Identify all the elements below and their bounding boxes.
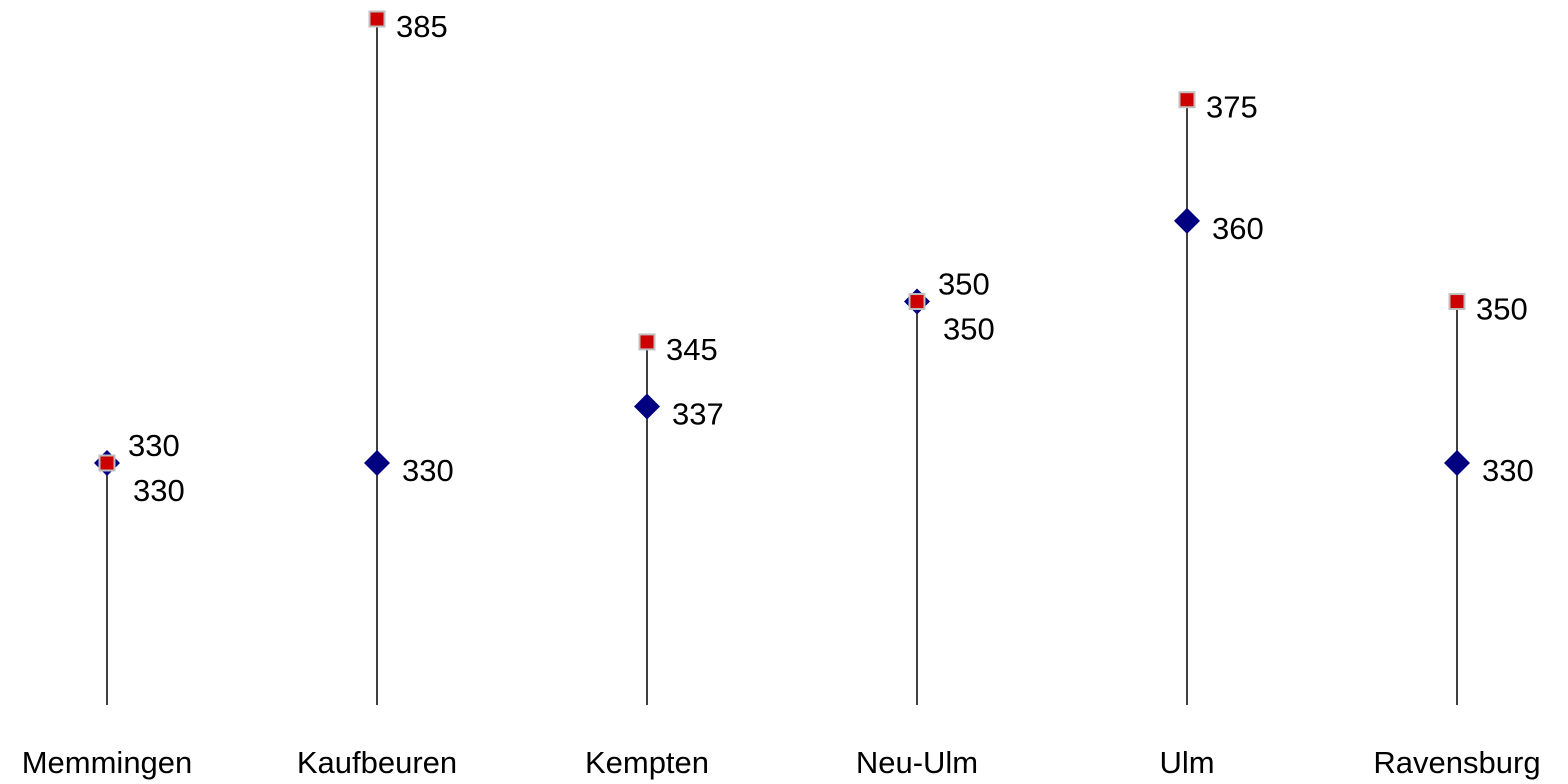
category-label-memmingen: Memmingen bbox=[22, 745, 193, 780]
category-label-neu-ulm: Neu-Ulm bbox=[856, 745, 978, 780]
diamond-marker-ulm bbox=[1174, 207, 1200, 234]
square-marker-kaufbeuren bbox=[368, 10, 386, 28]
value-label-square-memmingen: 330 bbox=[128, 428, 180, 463]
square-marker-memmingen bbox=[98, 454, 116, 472]
value-label-square-kaufbeuren: 385 bbox=[396, 9, 448, 44]
category-label-kempten: Kempten bbox=[585, 745, 709, 780]
value-labels-group: 330 330 385 330 345 337 350 350 375 360 350 330 bbox=[128, 9, 1534, 508]
value-label-diamond-neu-ulm: 350 bbox=[943, 312, 995, 347]
square-marker-kempten bbox=[638, 333, 656, 351]
value-label-diamond-kempten: 337 bbox=[672, 396, 724, 431]
value-label-diamond-ulm: 360 bbox=[1212, 211, 1264, 246]
value-label-square-ravensburg: 350 bbox=[1476, 292, 1528, 327]
markers-group bbox=[94, 10, 1470, 476]
value-label-diamond-memmingen: 330 bbox=[133, 473, 185, 508]
diamond-marker-kaufbeuren bbox=[364, 450, 390, 476]
diamond-marker-ravensburg bbox=[1444, 450, 1470, 476]
square-marker-ulm bbox=[1178, 91, 1196, 109]
category-label-kaufbeuren: Kaufbeuren bbox=[297, 745, 457, 780]
category-label-ravensburg: Ravensburg bbox=[1373, 745, 1540, 780]
value-label-diamond-kaufbeuren: 330 bbox=[402, 453, 454, 488]
category-labels-group: Memmingen Kaufbeuren Kempten Neu-Ulm Ulm Rave… bbox=[22, 745, 1541, 780]
value-label-square-neu-ulm: 350 bbox=[938, 267, 990, 302]
value-label-square-ulm: 375 bbox=[1206, 90, 1258, 125]
square-marker-ravensburg bbox=[1448, 293, 1466, 311]
value-label-square-kempten: 345 bbox=[666, 332, 718, 367]
square-marker-neu-ulm bbox=[908, 293, 926, 311]
category-label-ulm: Ulm bbox=[1159, 745, 1214, 780]
value-label-diamond-ravensburg: 330 bbox=[1482, 453, 1534, 488]
diamond-marker-kempten bbox=[634, 393, 660, 420]
